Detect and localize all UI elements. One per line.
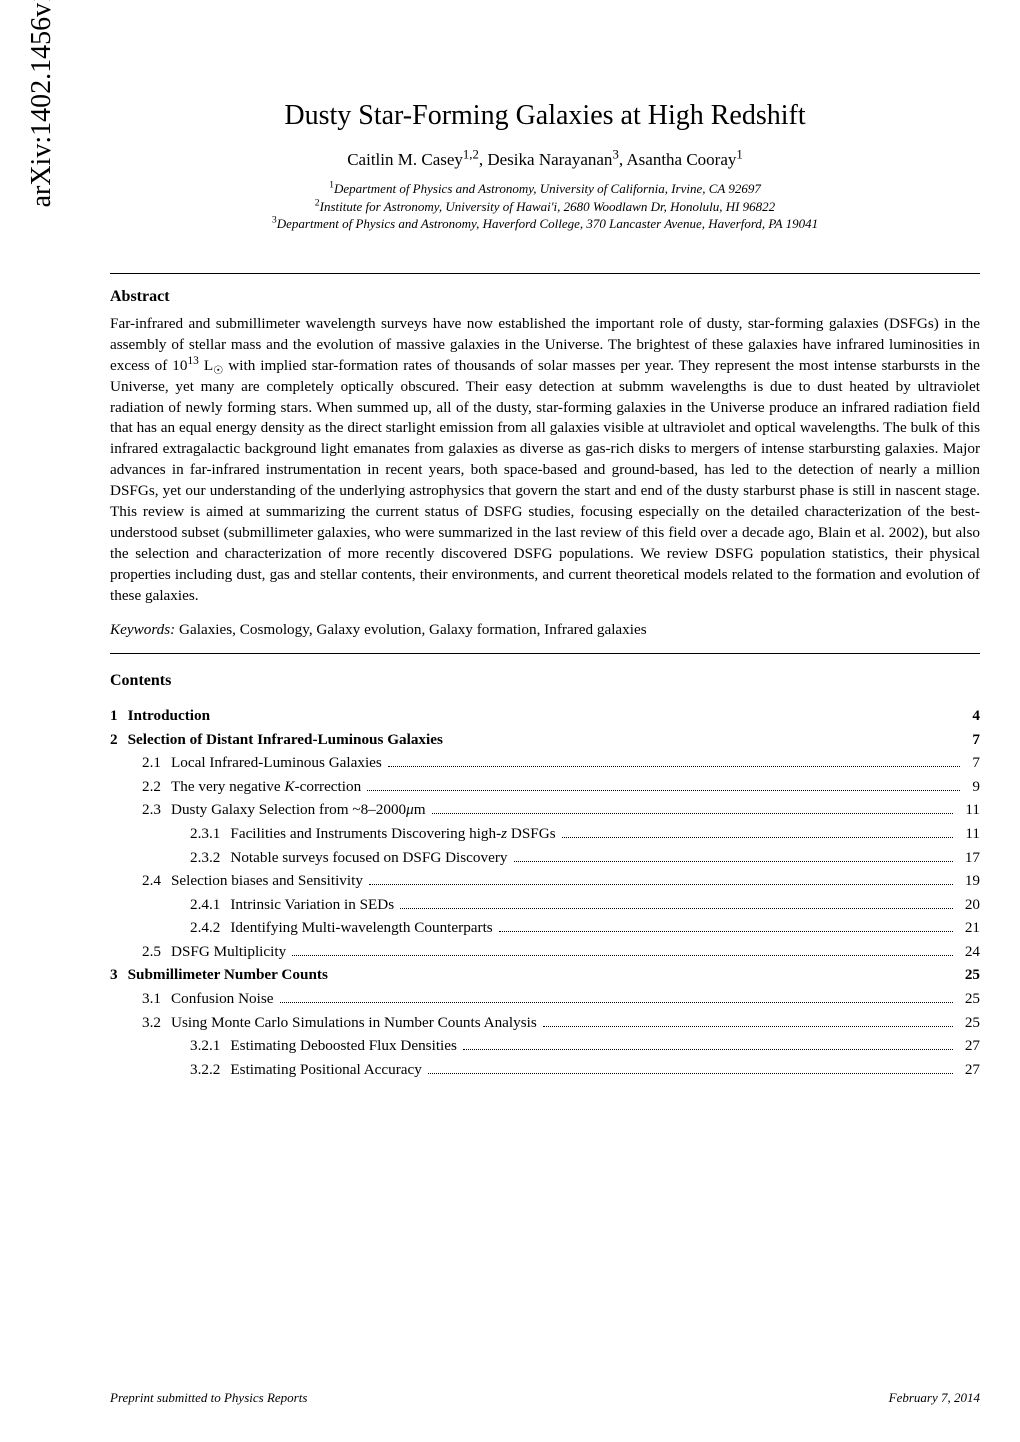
affiliation-1: 1Department of Physics and Astronomy, Un… [110,180,980,198]
toc-entry-number: 2 [110,728,128,752]
rule-top [110,273,980,274]
authors-line: Caitlin M. Casey1,2, Desika Narayanan3, … [110,150,980,170]
toc-entry-page: 24 [959,940,980,964]
table-of-contents: 1Introduction42Selection of Distant Infr… [110,704,980,1081]
toc-entry-number: 2.3.2 [190,846,230,870]
page-footer: Preprint submitted to Physics Reports Fe… [110,1390,980,1406]
toc-entry-page: 25 [959,1011,980,1035]
toc-entry-page: 11 [959,822,980,846]
toc-dots [292,955,953,956]
toc-entry: 3.2.2Estimating Positional Accuracy 27 [110,1058,980,1082]
toc-entry-label: Confusion Noise [171,987,274,1011]
toc-entry-number: 3.2 [142,1011,171,1035]
toc-dots [280,1002,953,1003]
toc-dots [400,908,953,909]
keywords-text: Galaxies, Cosmology, Galaxy evolution, G… [175,621,646,638]
toc-entry-label: Estimating Deboosted Flux Densities [230,1034,457,1058]
toc-entry-label: Selection of Distant Infrared-Luminous G… [128,728,443,752]
toc-entry: 2.4.2Identifying Multi-wavelength Counte… [110,916,980,940]
toc-entry-page: 9 [966,775,980,799]
toc-entry-page: 4 [966,704,980,728]
toc-entry-number: 2.3.1 [190,822,230,846]
toc-entry-label: DSFG Multiplicity [171,940,286,964]
toc-entry-page: 17 [959,846,980,870]
toc-entry: 2.2The very negative K-correction 9 [110,775,980,799]
toc-entry-number: 2.4.1 [190,893,230,917]
toc-dots [432,813,954,814]
toc-entry-number: 2.4.2 [190,916,230,940]
toc-entry-number: 2.4 [142,869,171,893]
toc-entry-number: 1 [110,704,128,728]
toc-dots [562,837,954,838]
toc-entry: 2.4.1Intrinsic Variation in SEDs 20 [110,893,980,917]
toc-entry-page: 25 [959,963,980,987]
toc-entry-page: 21 [959,916,980,940]
toc-entry: 3Submillimeter Number Counts 25 [110,963,980,987]
toc-entry-page: 20 [959,893,980,917]
toc-entry-number: 2.3 [142,798,171,822]
toc-entry-page: 27 [959,1034,980,1058]
toc-entry-label: Introduction [128,704,210,728]
toc-entry: 2.3.2Notable surveys focused on DSFG Dis… [110,846,980,870]
toc-dots [463,1049,953,1050]
keywords-label: Keywords: [110,621,175,638]
toc-entry-page: 27 [959,1058,980,1082]
footer-right: February 7, 2014 [889,1390,980,1406]
affiliations-block: 1Department of Physics and Astronomy, Un… [110,180,980,233]
toc-entry: 3.1Confusion Noise 25 [110,987,980,1011]
toc-entry-label: Using Monte Carlo Simulations in Number … [171,1011,537,1035]
toc-dots [499,931,953,932]
toc-entry-page: 11 [959,798,980,822]
toc-entry-number: 3 [110,963,128,987]
toc-entry-page: 7 [966,728,980,752]
toc-entry-number: 3.2.2 [190,1058,230,1082]
arxiv-identifier: arXiv:1402.1456v1 [astro-ph.CO] 6 Feb 20… [26,0,58,380]
page-content: Dusty Star-Forming Galaxies at High Reds… [110,100,980,1081]
toc-entry-label: Intrinsic Variation in SEDs [230,893,394,917]
abstract-body: Far-infrared and submillimeter wavelengt… [110,314,980,608]
toc-entry: 2.1Local Infrared-Luminous Galaxies 7 [110,751,980,775]
toc-entry-number: 3.1 [142,987,171,1011]
paper-title: Dusty Star-Forming Galaxies at High Reds… [110,100,980,132]
toc-entry-label: Estimating Positional Accuracy [230,1058,422,1082]
toc-entry-label: Selection biases and Sensitivity [171,869,363,893]
toc-entry-page: 19 [959,869,980,893]
toc-entry-label: Dusty Galaxy Selection from ~8–2000μm [171,798,426,822]
toc-dots [388,766,961,767]
toc-entry: 2.5DSFG Multiplicity 24 [110,940,980,964]
toc-entry-label: Identifying Multi-wavelength Counterpart… [230,916,492,940]
toc-entry-label: Submillimeter Number Counts [128,963,328,987]
toc-entry-label: Local Infrared-Luminous Galaxies [171,751,382,775]
toc-dots [543,1026,953,1027]
rule-bottom [110,653,980,654]
toc-entry-number: 2.1 [142,751,171,775]
contents-heading: Contents [110,672,980,690]
affiliation-3: 3Department of Physics and Astronomy, Ha… [110,215,980,233]
toc-dots [428,1073,953,1074]
toc-entry-number: 2.5 [142,940,171,964]
toc-entry-label: Facilities and Instruments Discovering h… [230,822,555,846]
toc-dots [367,790,960,791]
toc-entry: 2.4Selection biases and Sensitivity 19 [110,869,980,893]
toc-dots [514,861,953,862]
toc-entry-label: The very negative K-correction [171,775,361,799]
toc-entry: 3.2Using Monte Carlo Simulations in Numb… [110,1011,980,1035]
toc-entry-number: 2.2 [142,775,171,799]
toc-entry-label: Notable surveys focused on DSFG Discover… [230,846,507,870]
toc-entry-number: 3.2.1 [190,1034,230,1058]
toc-entry: 3.2.1Estimating Deboosted Flux Densities… [110,1034,980,1058]
toc-entry-page: 7 [966,751,980,775]
footer-left: Preprint submitted to Physics Reports [110,1390,307,1406]
keywords-line: Keywords: Galaxies, Cosmology, Galaxy ev… [110,621,980,639]
toc-entry: 2Selection of Distant Infrared-Luminous … [110,728,980,752]
toc-entry-page: 25 [959,987,980,1011]
toc-entry: 2.3Dusty Galaxy Selection from ~8–2000μm… [110,798,980,822]
affiliation-2: 2Institute for Astronomy, University of … [110,198,980,216]
toc-entry: 1Introduction 4 [110,704,980,728]
abstract-heading: Abstract [110,288,980,306]
toc-dots [369,884,953,885]
toc-entry: 2.3.1Facilities and Instruments Discover… [110,822,980,846]
